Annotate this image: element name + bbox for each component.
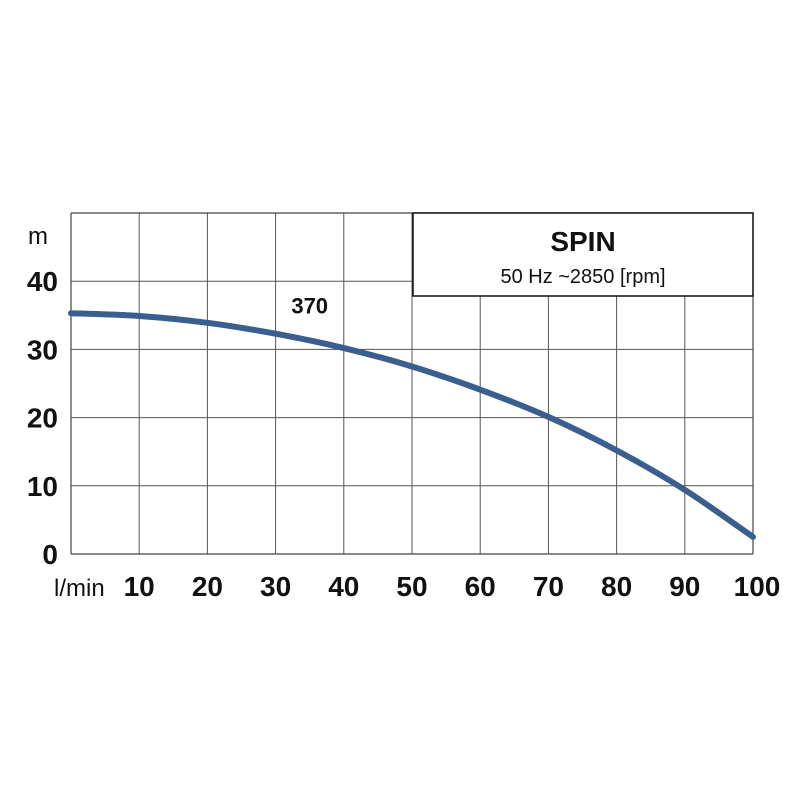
- x-tick-label-90: 90: [669, 571, 700, 602]
- x-tick-label-80: 80: [601, 571, 632, 602]
- x-tick-label-40: 40: [328, 571, 359, 602]
- chart-title: SPIN: [550, 226, 615, 257]
- x-tick-label-70: 70: [533, 571, 564, 602]
- series-label-370: 370: [291, 293, 328, 318]
- y-tick-label-20: 20: [27, 403, 58, 434]
- x-tick-label-60: 60: [465, 571, 496, 602]
- x-tick-label-30: 30: [260, 571, 291, 602]
- x-tick-label-10: 10: [124, 571, 155, 602]
- x-axis-unit-label: l/min: [54, 575, 105, 602]
- x-tick-label-100: 100: [734, 571, 781, 602]
- y-tick-label-40: 40: [27, 266, 58, 297]
- y-tick-label-30: 30: [27, 334, 58, 365]
- chart-subtitle: 50 Hz ~2850 [rpm]: [500, 266, 665, 288]
- title-box: SPIN 50 Hz ~2850 [rpm]: [413, 213, 753, 296]
- y-tick-label-0: 0: [42, 539, 58, 570]
- y-tick-label-10: 10: [27, 471, 58, 502]
- y-axis-unit-label: m: [28, 223, 48, 250]
- x-tick-label-50: 50: [396, 571, 427, 602]
- x-tick-label-20: 20: [192, 571, 223, 602]
